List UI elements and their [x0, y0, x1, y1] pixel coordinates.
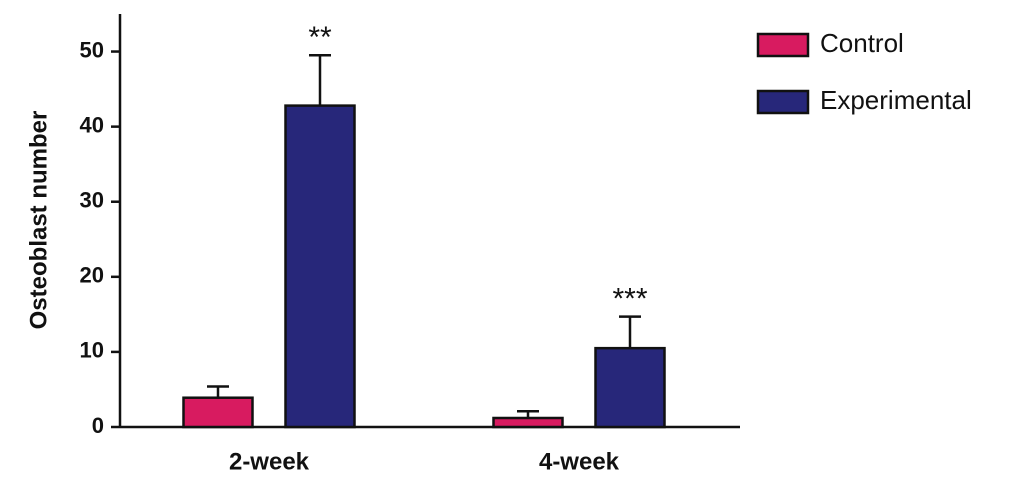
legend-swatch — [756, 89, 810, 115]
y-tick-label: 10 — [80, 338, 104, 363]
significance-label: ** — [308, 21, 332, 54]
legend-label: Control — [820, 28, 904, 58]
x-tick-label: 4-week — [539, 448, 620, 475]
y-tick-label: 40 — [80, 112, 104, 137]
y-tick-label: 30 — [80, 188, 104, 213]
x-tick-label: 2-week — [229, 448, 310, 475]
error-bar — [309, 54, 331, 106]
significance-label: *** — [612, 283, 647, 316]
y-tick-label: 50 — [80, 37, 104, 62]
y-tick-label: 0 — [92, 413, 104, 438]
bar — [182, 396, 254, 429]
bar — [284, 104, 356, 429]
bar — [492, 416, 564, 429]
error-bar — [207, 385, 229, 398]
legend-swatch — [756, 32, 810, 58]
error-bar — [619, 315, 641, 349]
y-tick-label: 20 — [80, 263, 104, 288]
legend-label: Experimental — [820, 85, 972, 115]
bar — [594, 346, 666, 429]
y-axis-label: Osteoblast number — [25, 111, 52, 330]
